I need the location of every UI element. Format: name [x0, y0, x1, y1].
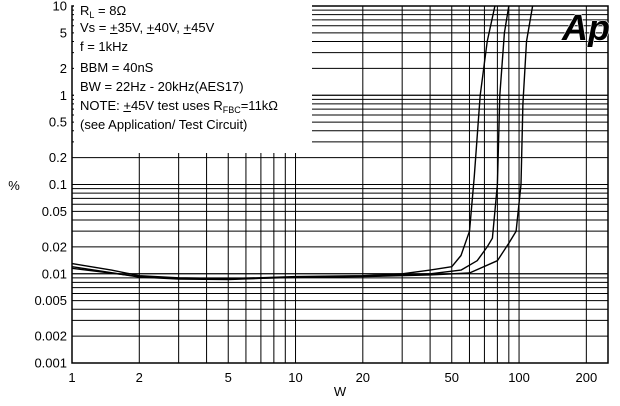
y-tick-label: 0.001 [34, 356, 67, 371]
y-tick-label: 0.05 [42, 204, 67, 219]
y-tick-label: 0.1 [49, 177, 67, 192]
x-tick-label: 10 [288, 370, 302, 385]
x-tick-label: 1 [68, 370, 75, 385]
logo-text: Ap [561, 7, 610, 47]
y-tick-label: 2 [60, 61, 67, 76]
x-tick-label: 2 [136, 370, 143, 385]
ticks: 1 2 5 10 20 50 100 200 0.001 0.002 0.005 0.01 0.02 0.… [34, 0, 597, 385]
test-conditions-box: RL = 8Ω Vs = +35V, +40V, +45V f = 1kHz B… [74, 1, 312, 153]
y-tick-label: 0.002 [34, 329, 67, 344]
x-tick-label: 100 [508, 370, 530, 385]
y-tick-label: 5 [60, 25, 67, 40]
audio-precision-logo: Ap [561, 7, 611, 47]
plot-frame [71, 5, 609, 364]
y-tick-label: 0.005 [34, 293, 67, 308]
series-line-1 [71, 5, 496, 280]
y-tick-label: 0.01 [42, 266, 67, 281]
y-tick-label: 0.2 [49, 150, 67, 165]
x-tick-label: 20 [356, 370, 370, 385]
y-tick-label: 0.5 [49, 115, 67, 130]
note-rl: RL = 8Ω [80, 3, 127, 20]
x-tick-label: 50 [445, 370, 459, 385]
y-tick-label: 0.02 [42, 239, 67, 254]
y-tick-label: 10 [53, 0, 67, 14]
note-see-circuit: (see Application/ Test Circuit) [80, 117, 248, 132]
series-lines [71, 5, 534, 281]
series-line-3 [71, 5, 534, 280]
note-feedback: NOTE: +45V test uses RFBC=11kΩ [80, 98, 279, 115]
x-tick-label: 5 [225, 370, 232, 385]
y-tick-label: 1 [60, 88, 67, 103]
y-axis-label: % [8, 178, 20, 193]
note-frequency: f = 1kHz [80, 39, 129, 54]
x-axis-label: W [334, 384, 347, 399]
note-vs: Vs = +35V, +40V, +45V [80, 20, 215, 35]
note-bandwidth: BW = 22Hz - 20kHz(AES17) [80, 79, 244, 94]
note-bbm: BBM = 40nS [80, 60, 154, 75]
x-tick-label: 200 [575, 370, 597, 385]
